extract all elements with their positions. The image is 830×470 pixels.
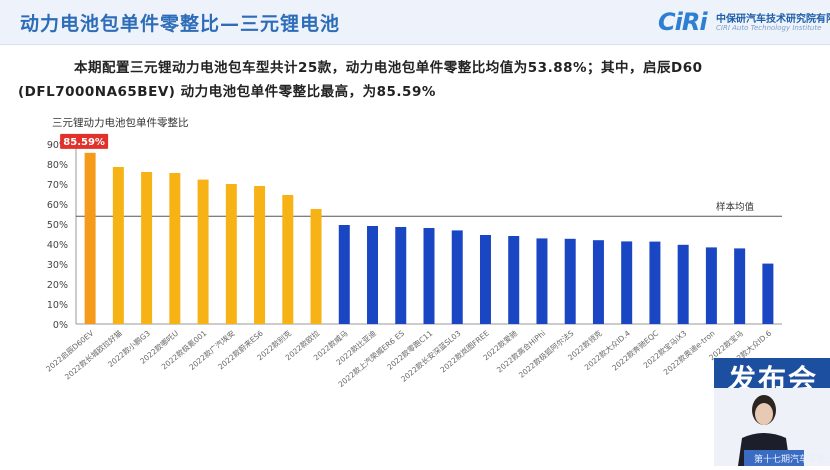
logo-mark: CiRi [658,8,708,36]
y-tick-label: 0% [53,320,68,331]
bar [677,244,689,324]
page-title: 动力电池包单件零整比—三元锂电池 [20,13,341,35]
bar [621,241,633,324]
y-tick-label: 80% [47,160,68,171]
chart-svg: 三元锂动力电池包单件零整比 0% 10% 20% 30% 40% 50% 60% 70% 80% 9… [44,116,782,389]
description-line-1: 本期配置三元锂动力电池包车型共计25款，动力电池包单件零整比均值为53.88%；… [74,60,703,76]
top-value-label: 85.59% [63,137,105,148]
y-tick-label: 30% [47,260,68,271]
x-tick-label: 2022款高合HiPhi [494,328,547,375]
y-tick-label: 60% [47,200,68,211]
bar [479,235,491,324]
x-tick-label: 2022款岚图FREE [438,328,491,375]
header-bar: 动力电池包单件零整比—三元锂电池 CiRi 中保研汽车技术研究院有限公司 CIR… [0,0,830,45]
bar [338,225,350,324]
logo-name-en: CIRI Auto Technology Institute [716,24,822,32]
y-tick-label: 70% [47,180,68,191]
bar [536,238,548,324]
y-axis-label: 三元锂动力电池包单件零整比 [52,116,189,129]
description-line-2: (DFL7000NA65BEV) 动力电池包单件零整比最高，为85.59% [18,84,436,100]
x-tick-label: 2022启辰D60EV [44,327,97,373]
average-label: 样本均值 [716,201,755,213]
bar [395,227,407,324]
bar [592,240,604,324]
bar [762,263,774,324]
bar [564,238,576,324]
video-caption: 第十七期汽车零整比 [754,455,830,465]
video-overlay: 发布会 第十七期汽车零整比 [714,358,830,466]
bar [141,172,153,324]
bar [197,179,209,324]
bar [84,152,96,324]
top-value-badge [60,133,109,149]
bar [282,195,294,324]
bar [423,228,435,324]
ciri-logo: CiRi 中保研汽车技术研究院有限公司 CIRI Auto Technology… [658,8,830,38]
bar [508,236,520,324]
bar [367,226,379,324]
bar [254,186,266,324]
y-tick-label: 20% [47,280,68,291]
y-tick-label: 40% [47,240,68,251]
bar-chart: 三元锂动力电池包单件零整比 0% 10% 20% 30% 40% 50% 60% 70% 80% 9… [0,110,830,466]
x-tick-label: 2022款奥迪e-tron [661,328,717,377]
y-tick-label: 10% [47,300,68,311]
x-tick-label: 2022款奔驰EQC [610,328,660,373]
y-tick-label: 90% [47,140,68,151]
bar [649,241,661,324]
bar [169,173,181,324]
bar [734,248,746,324]
x-tick-label: 2022款广汽埃安 [187,328,237,372]
bar [451,230,463,324]
speaker-figure [714,388,830,466]
bar [112,167,124,324]
logo-name-cn: 中保研汽车技术研究院有限公司 [716,14,830,25]
bar [705,247,717,324]
bar [310,209,322,324]
bar [225,184,237,324]
y-tick-label: 50% [47,220,68,231]
